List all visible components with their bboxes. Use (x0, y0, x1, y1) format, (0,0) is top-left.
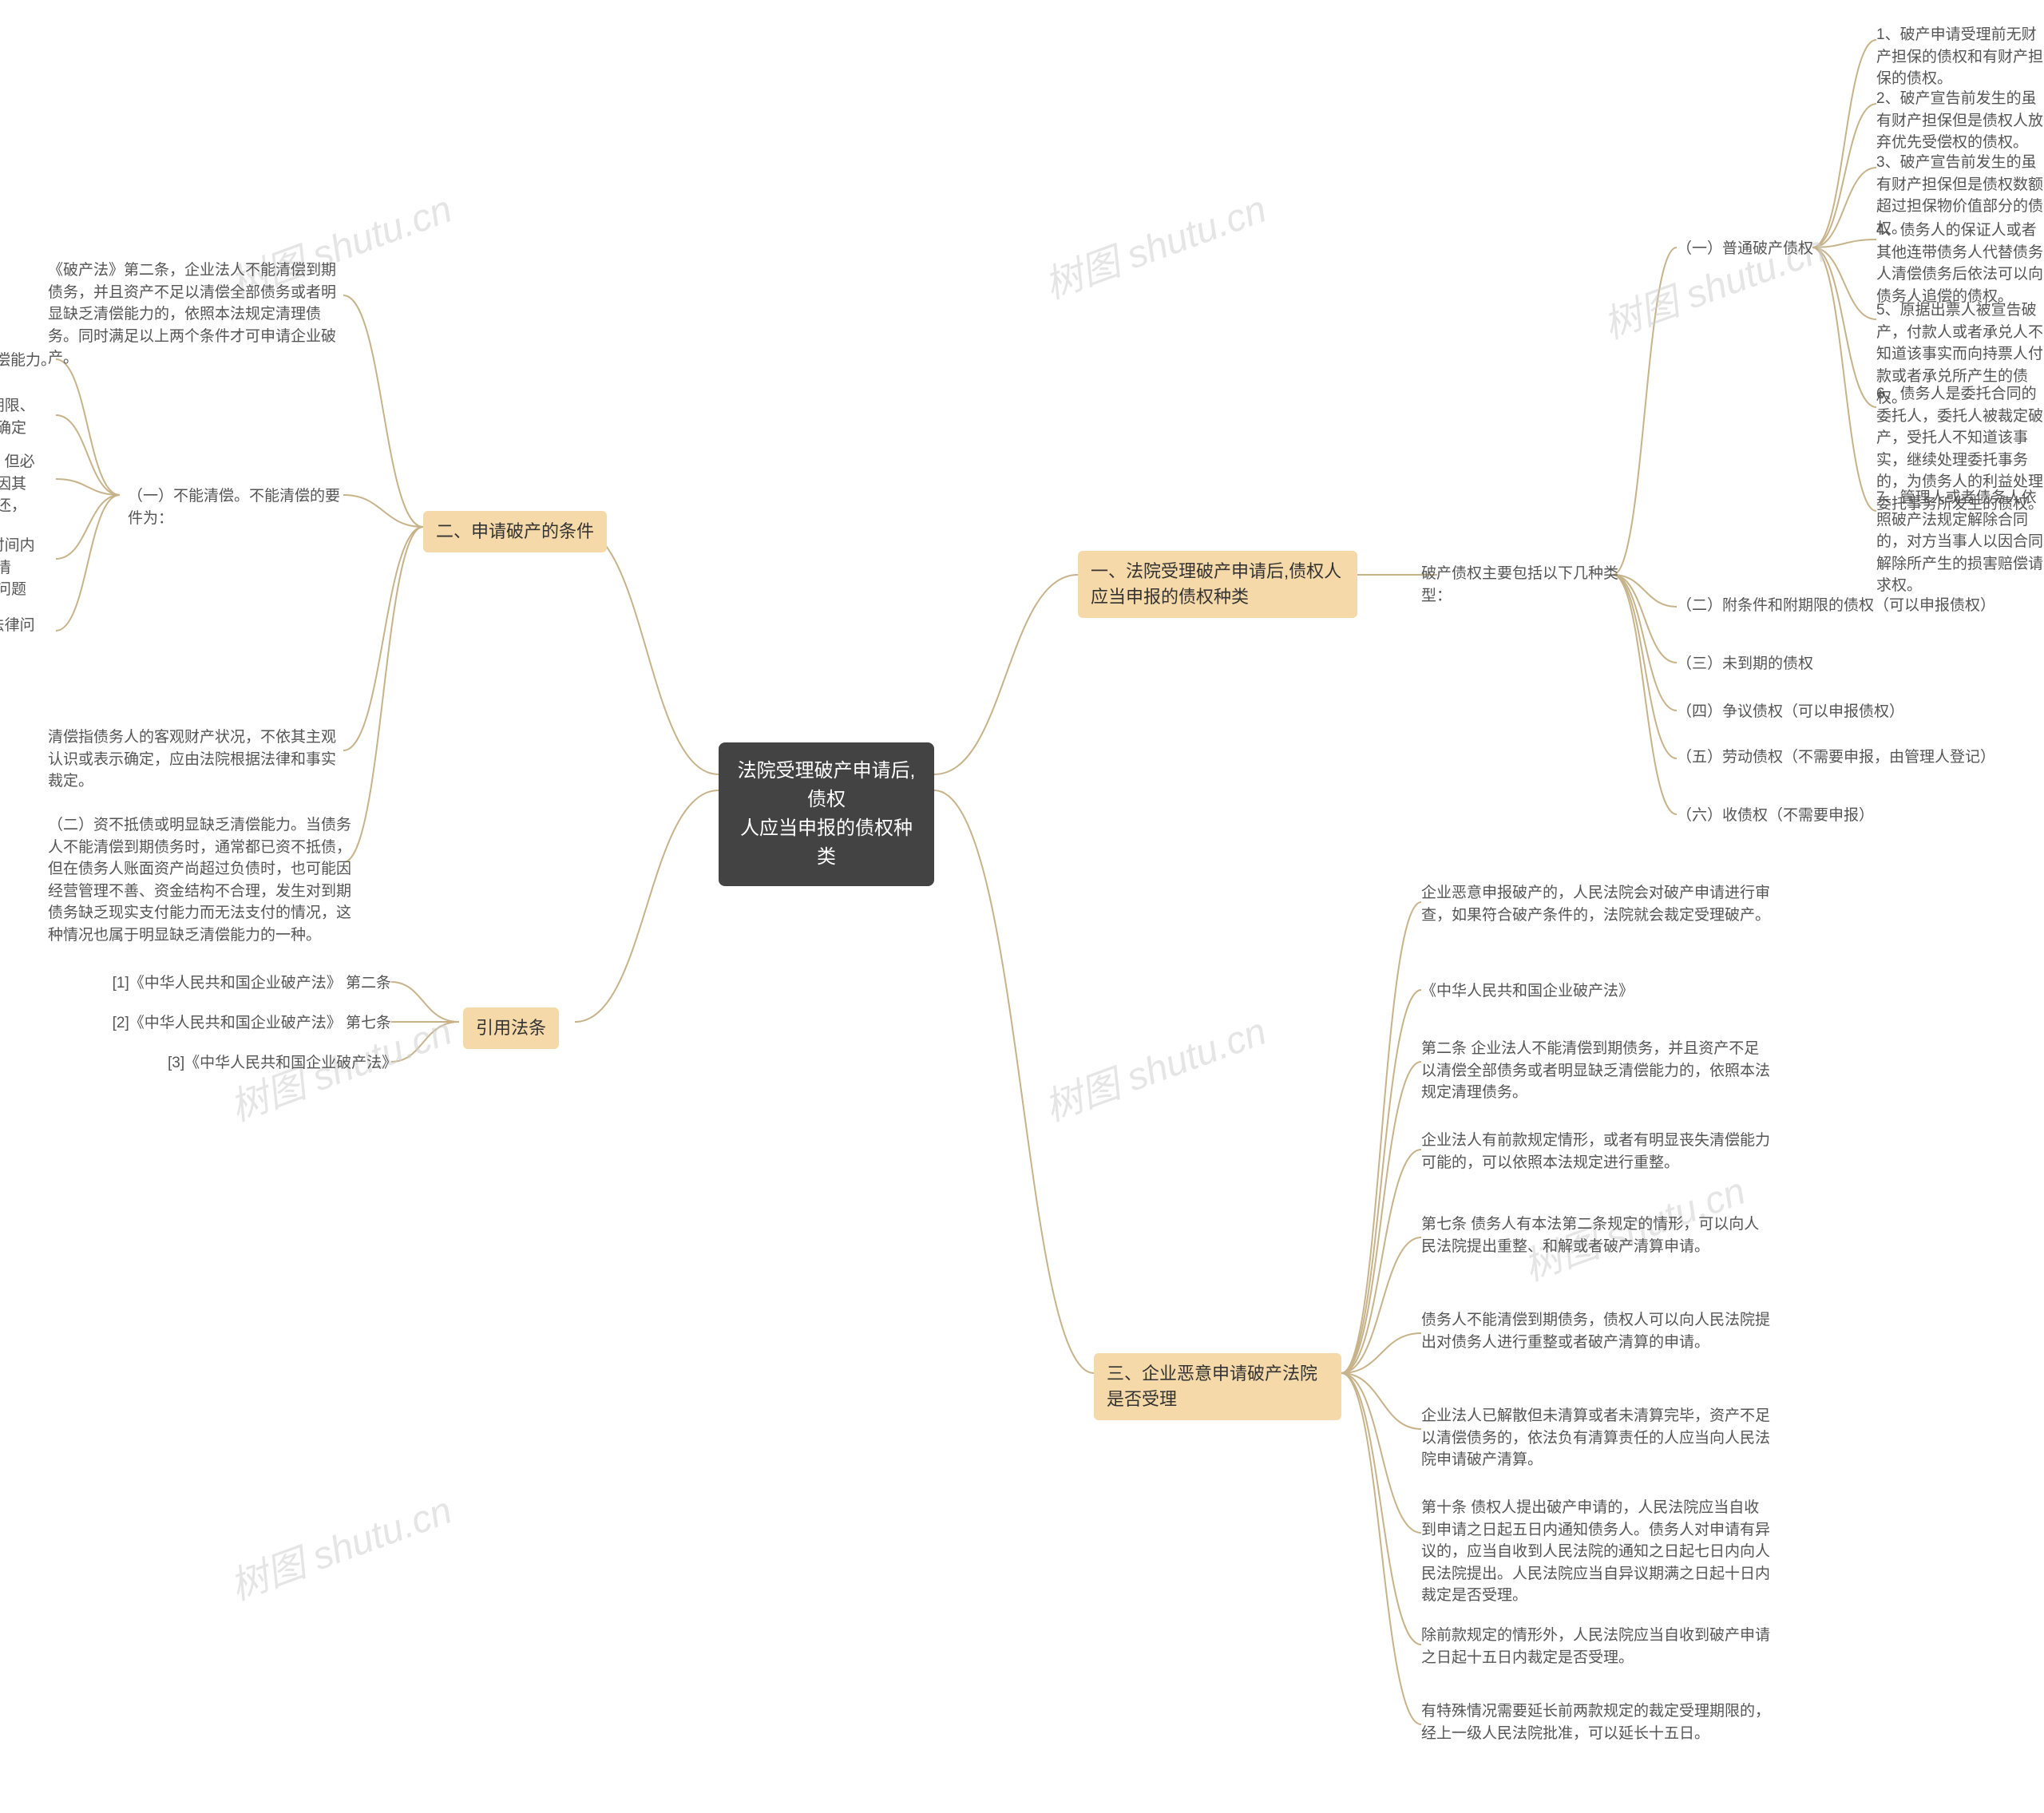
branch-3-title: 三、企业恶意申请破产法院是否受理 (1107, 1364, 1317, 1409)
branch-1-c1-item: 1、破产申请受理前无财产担保的债权和有财产担保的债权。 (1876, 24, 2044, 90)
watermark: 树图 shutu.cn (221, 1479, 458, 1610)
branch-1-c4: （四）争议债权（可以申报债权） (1677, 701, 1904, 723)
branch-2-c1-item: 1、债务人丧失清偿能力。 (0, 350, 56, 372)
branch-1-c1-item: 2、破产宣告前发生的虽有财产担保但是债权人放弃优先受偿权的债权。 (1876, 88, 2044, 154)
branch-1-c1-item: 4、债务人的保证人或者其他连带债务人代替债务人清偿债务后依法可以向债务人追偿的债… (1876, 220, 2044, 307)
branch-4-item: [3]《中华人民共和国企业破产法》 (168, 1052, 391, 1075)
branch-3-item: 企业法人有前款规定情形，或者有明显丧失清偿能力可能的，可以依照本法规定进行重整。 (1421, 1130, 1773, 1174)
branch-3-item: 除前款规定的情形外，人民法院应当自收到破产申请之日起十五日内裁定是否受理。 (1421, 1625, 1773, 1669)
branch-3-item: 债务人不能清偿到期债务，债权人可以向人民法院提出对债务人进行重整或者破产清算的申… (1421, 1309, 1773, 1353)
branch-2-c1-item: 4、不能清偿是债务人在相当长的时间内或者可预见的相当时期内持续不能清偿，而不是一… (0, 535, 40, 623)
branch-1-c5: （五）劳动债权（不需要申报，由管理人登记） (1677, 746, 2012, 769)
branch-3-item: 《中华人民共和国企业破产法》 (1421, 980, 1634, 1003)
branch-2: 二、申请破产的条件 (423, 511, 607, 552)
branch-4: 引用法条 (463, 1007, 559, 1049)
branch-3-item: 企业法人已解散但未清算或者未清算完毕，资产不足以清偿债务的，依法负有清算责任的人… (1421, 1405, 1773, 1471)
branch-1-c1-item: 7、管理人或者债务人依照破产法规定解除合同的，对方当事人以因合同解除所产生的损害… (1876, 487, 2044, 597)
branch-1-c3: （三）未到期的债权 (1677, 653, 1813, 675)
branch-3-item: 第七条 债务人有本法第二条规定的情形，可以向人民法院提出重整、和解或者破产清算申… (1421, 1213, 1773, 1257)
branch-3-item: 企业恶意申报破产的，人民法院会对破产申请进行审查，如果符合破产条件的，法院就会裁… (1421, 882, 1773, 926)
branch-3-item: 第二条 企业法人不能清偿到期债务，并且资产不足以清偿全部债务或者明显缺乏清偿能力… (1421, 1038, 1773, 1104)
branch-3-item: 有特殊情况需要延长前两款规定的裁定受理期限的，经上一级人民法院批准，可以延长十五… (1421, 1700, 1773, 1744)
branch-2-c1-footnote: 清偿指债务人的客观财产状况，不依其主观认识或表示确定，应由法院根据法律和事实裁定… (48, 726, 343, 793)
watermark: 树图 shutu.cn (1036, 177, 1273, 309)
branch-4-title: 引用法条 (476, 1018, 546, 1038)
branch-1-c1-label: （一）普通破产债权 (1677, 238, 1813, 260)
branch-1-sub: 破产债权主要包括以下几种类型： (1421, 563, 1629, 607)
center-line1: 法院受理破产申请后,债权 (736, 757, 917, 814)
branch-2-c1-item: 3、债务不限于以货币支付为标的，但必须是能够以货币评价的债务，否则因其债务形式在… (0, 451, 40, 539)
branch-4-item: [2]《中华人民共和国企业破产法》 第七条 (104, 1012, 391, 1035)
branch-2-c2: （二）资不抵债或明显缺乏清偿能力。当债务人不能清偿到期债务时，通常都已资不抵债，… (48, 814, 351, 946)
branch-1-title: 一、法院受理破产申请后,债权人应当申报的债权种类 (1091, 561, 1341, 607)
branch-2-c1-item: 5、不能以上知识就是小编对相关法律问题进行的解答，女方 (0, 615, 40, 659)
branch-4-item: [1]《中华人民共和国企业破产法》 第二条 (104, 972, 391, 995)
center-line2: 人应当申报的债权种类 (736, 814, 917, 872)
watermark: 树图 shutu.cn (1036, 1000, 1273, 1131)
center-node: 法院受理破产申请后,债权 人应当申报的债权种类 (719, 742, 934, 886)
branch-1: 一、法院受理破产申请后,债权人应当申报的债权种类 (1078, 551, 1357, 618)
branch-3-item: 第十条 债权人提出破产申请的，人民法院应当自收到申请之日起五日内通知债务人。债务… (1421, 1497, 1773, 1607)
branch-2-title: 二、申请破产的条件 (436, 521, 594, 541)
branch-1-c6: （六）收债权（不需要申报） (1677, 805, 1874, 827)
branch-1-c2: （二）附条件和附期限的债权（可以申报债权） (1677, 595, 1996, 617)
branch-2-intro: 《破产法》第二条，企业法人不能清偿到期债务，并且资产不足以清偿全部债务或者明显缺… (48, 259, 343, 370)
branch-3: 三、企业恶意申请破产法院是否受理 (1094, 1353, 1341, 1420)
branch-2-c1-label: （一）不能清偿。不能清偿的要件为： (128, 485, 351, 529)
